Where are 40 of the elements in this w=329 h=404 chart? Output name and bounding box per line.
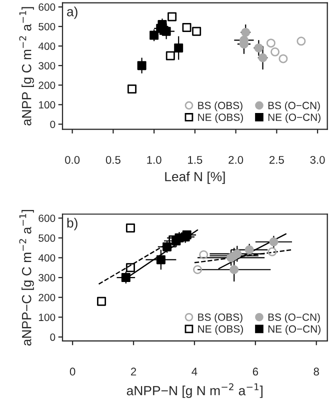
y-axis-title: aNPP [g C m$^{−2}$ a$^{−1}$] (19, 7, 34, 126)
x-tick-label: 4 (192, 368, 198, 376)
y-axis-title: aNPP−C [g C m$^{−2}$ a$^{−1}$] (19, 210, 34, 346)
legend-label: NE (OBS) (198, 325, 243, 335)
y-tick-label: 600 (38, 3, 56, 11)
x-axis-title: aNPP−N [g N m$^{−2}$ a$^{−1}$] (126, 383, 262, 398)
x-tick-label: 8 (314, 368, 319, 376)
y-tick-label: 0 (50, 120, 56, 128)
x-tick-label: 3.0 (310, 156, 325, 164)
y-tick-label: 300 (38, 62, 56, 70)
y-tick-label: 200 (38, 294, 56, 302)
x-axis-title: Leaf N [%] (165, 172, 225, 184)
x-tick-label: 1.5 (188, 156, 202, 164)
legend-label: BS (OBS) (198, 313, 242, 323)
legend-label: NE (O−CN) (268, 325, 320, 335)
legend-label: BS (O−CN) (268, 102, 320, 112)
x-tick-label: 0.5 (106, 156, 120, 164)
x-tick-label: 0.0 (65, 156, 80, 164)
legend-label: BS (OBS) (198, 102, 242, 112)
y-tick-label: 600 (38, 214, 56, 222)
legend-label: NE (OBS) (198, 113, 243, 124)
annotation: a) (67, 6, 78, 19)
x-tick-label: 6 (252, 368, 258, 376)
x-tick-label: 2.5 (270, 156, 284, 164)
x-tick-label: 2 (130, 368, 136, 376)
annotation: b) (67, 218, 78, 230)
y-tick-label: 200 (38, 82, 56, 89)
legend-label: NE (O−CN) (268, 113, 320, 124)
x-tick-label: 0 (70, 368, 76, 376)
legend-label: BS (O−CN) (268, 313, 320, 323)
y-tick-label: 500 (38, 22, 56, 30)
y-tick-label: 400 (38, 42, 56, 50)
y-tick-label: 400 (38, 254, 56, 262)
y-tick-label: 0 (50, 334, 56, 341)
x-tick-label: 1.0 (147, 156, 162, 164)
y-tick-label: 100 (38, 101, 56, 109)
y-tick-label: 300 (38, 274, 56, 282)
y-tick-label: 100 (38, 314, 56, 322)
y-tick-label: 500 (38, 234, 56, 242)
x-tick-label: 2.0 (228, 156, 244, 164)
